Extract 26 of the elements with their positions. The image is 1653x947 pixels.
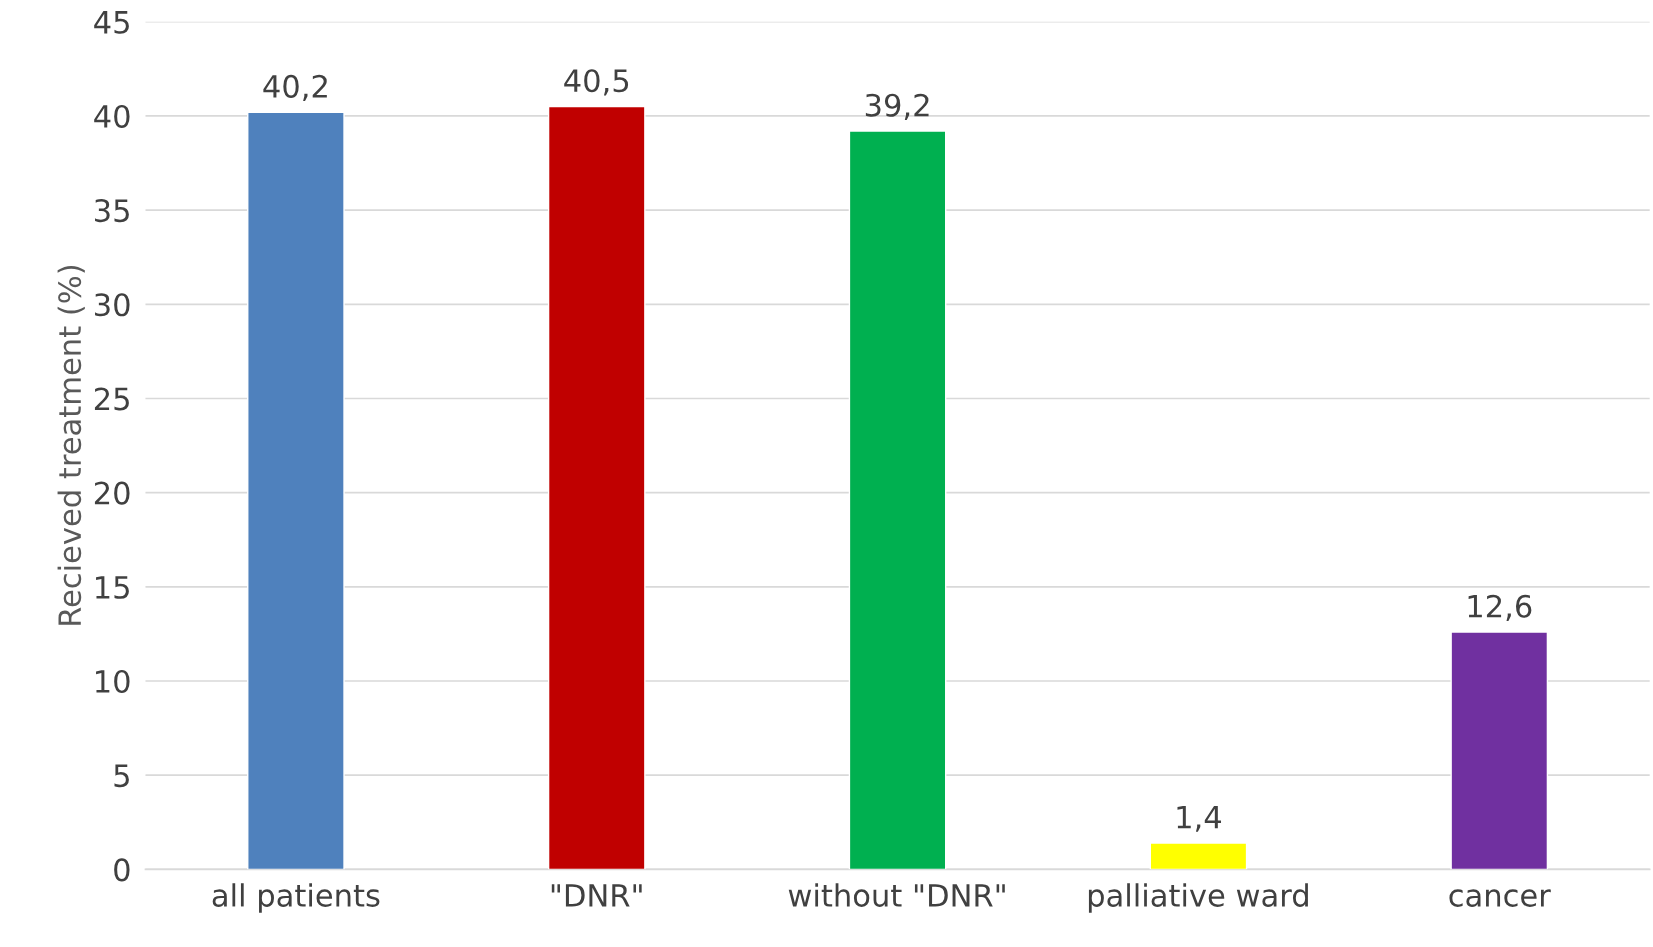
bar [848, 130, 947, 870]
y-tick-label: 20 [94, 481, 130, 505]
y-tick-label: 45 [94, 11, 129, 34]
data-label: 39,2 [865, 93, 929, 120]
y-tick-label: 0 [114, 858, 130, 882]
data-label: 40,5 [564, 69, 629, 96]
y-tick-label: 25 [94, 387, 129, 411]
bar [1450, 631, 1549, 870]
data-label: 12,6 [1468, 594, 1532, 621]
y-tick-label: 10 [96, 669, 130, 694]
data-label: 40,2 [263, 74, 327, 102]
x-tick-label: "DNR" [551, 884, 642, 907]
x-tick-label: without "DNR" [788, 883, 1005, 907]
bar [547, 105, 646, 870]
y-tick-label: 15 [96, 576, 129, 599]
y-tick-label: 5 [114, 764, 129, 788]
y-tick-label: 40 [94, 104, 130, 128]
y-tick-label: 35 [95, 199, 129, 223]
x-tick-label: palliative ward [1088, 883, 1308, 913]
bar [1149, 842, 1248, 870]
data-label: 1,4 [1177, 806, 1222, 832]
x-tick-label: cancer [1449, 889, 1551, 907]
y-axis-title: Recieved treatment (%) [57, 265, 85, 625]
y-tick-label: 30 [95, 293, 130, 317]
bar [247, 111, 345, 870]
x-tick-label: all patients [212, 883, 380, 913]
